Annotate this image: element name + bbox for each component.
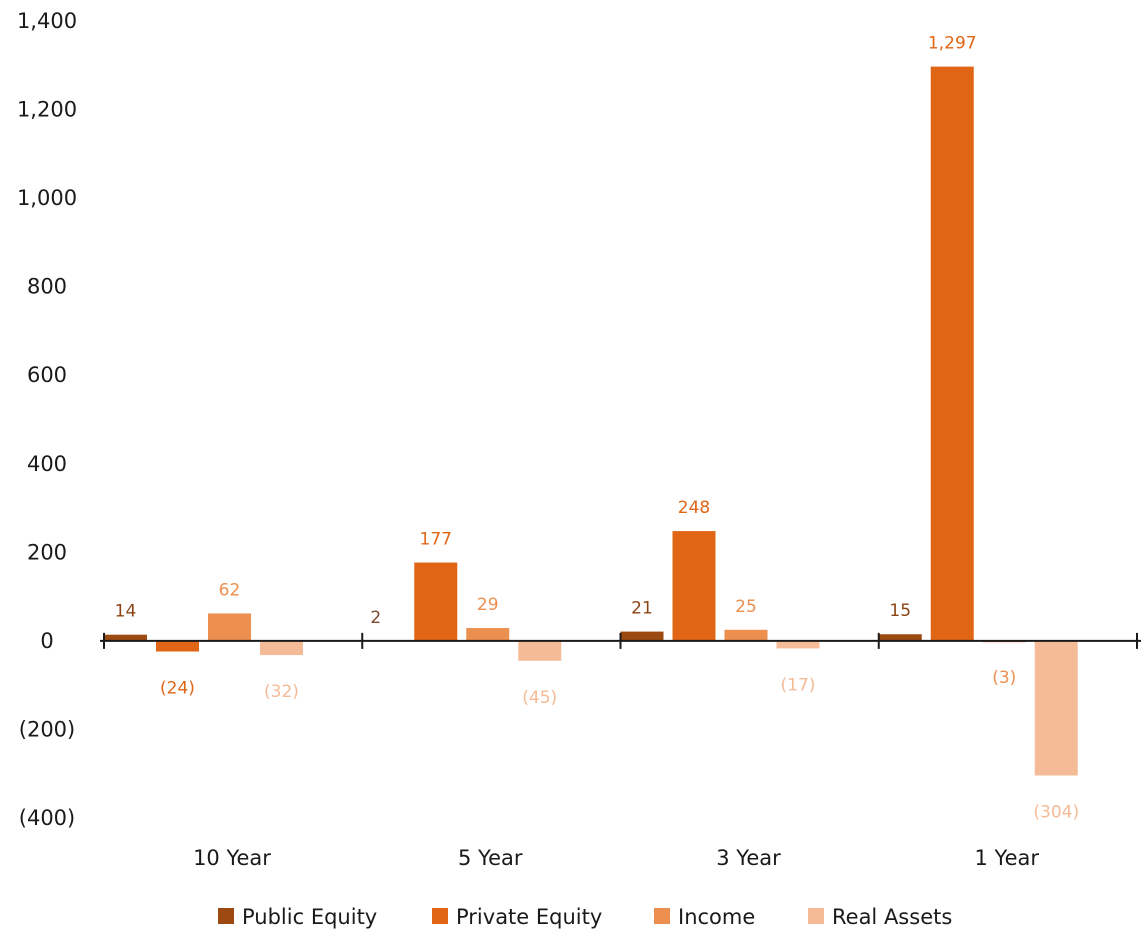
y-tick-label-2: 1,000 xyxy=(17,186,77,210)
y-tick-label-0: 1,400 xyxy=(17,9,77,33)
bar-real-assets-10-year xyxy=(260,640,303,656)
data-label-public-equity-10-year: 14 xyxy=(115,602,137,622)
category-label-5-year: 5 Year xyxy=(458,846,523,870)
data-label-public-equity-1-year: 15 xyxy=(889,601,911,621)
bar-private-equity-5-year xyxy=(414,562,458,641)
bar-private-equity-3-year xyxy=(672,531,716,641)
data-labels: 14 (24) 62 (32) 2 177 29 (45) 21 248 25 (17) 15 1,297… xyxy=(115,34,1079,823)
legend-swatch-real-assets xyxy=(808,908,824,924)
bar-income-5-year xyxy=(466,628,510,641)
data-label-public-equity-5-year: 2 xyxy=(370,608,381,628)
bar-public-equity-1-year xyxy=(878,634,922,641)
bar-private-equity-10-year xyxy=(156,640,199,652)
y-tick-label-8: (200) xyxy=(19,717,75,741)
legend-swatch-public-equity xyxy=(218,908,234,924)
data-label-public-equity-3-year: 21 xyxy=(631,599,653,619)
legend-label-private-equity: Private Equity xyxy=(456,905,602,929)
y-axis-labels: 1,400 1,200 1,000 800 600 400 200 0 (200) (400) xyxy=(17,9,77,830)
legend-item-real-assets: Real Assets xyxy=(808,905,952,929)
category-labels: 10 Year 5 Year 3 Year 1 Year xyxy=(193,846,1039,870)
data-label-income-3-year: 25 xyxy=(735,597,757,617)
x-axis-line xyxy=(100,632,1141,649)
y-tick-label-9: (400) xyxy=(19,806,75,830)
data-label-real-assets-3-year: (17) xyxy=(781,675,816,695)
data-label-income-5-year: 29 xyxy=(477,595,499,615)
data-label-private-equity-3-year: 248 xyxy=(678,498,710,518)
bar-income-10-year xyxy=(208,613,251,641)
bar-public-equity-3-year xyxy=(620,631,664,641)
bar-income-3-year xyxy=(724,629,768,641)
data-label-private-equity-10-year: (24) xyxy=(160,679,195,699)
category-label-3-year: 3 Year xyxy=(716,846,781,870)
legend-item-public-equity: Public Equity xyxy=(218,905,377,929)
bar-real-assets-3-year xyxy=(776,640,820,649)
legend-swatch-private-equity xyxy=(432,908,448,924)
legend-item-private-equity: Private Equity xyxy=(432,905,602,929)
y-tick-label-7: 0 xyxy=(40,629,53,653)
data-label-real-assets-10-year: (32) xyxy=(264,682,299,702)
category-label-10-year: 10 Year xyxy=(193,846,271,870)
legend-label-public-equity: Public Equity xyxy=(242,905,377,929)
legend: Public Equity Private Equity Income Real As… xyxy=(218,905,952,929)
legend-label-income: Income xyxy=(678,905,755,929)
y-tick-label-1: 1,200 xyxy=(17,98,77,122)
y-tick-label-6: 200 xyxy=(27,540,67,564)
data-label-income-1-year: (3) xyxy=(992,668,1016,688)
bar-real-assets-5-year xyxy=(518,640,562,661)
data-label-private-equity-1-year: 1,297 xyxy=(928,34,977,54)
data-label-real-assets-1-year: (304) xyxy=(1033,802,1079,822)
data-label-real-assets-5-year: (45) xyxy=(522,688,557,708)
y-tick-label-4: 600 xyxy=(27,363,67,387)
bar-real-assets-1-year xyxy=(1034,640,1078,776)
data-label-income-10-year: 62 xyxy=(219,580,241,600)
category-label-1-year: 1 Year xyxy=(975,846,1040,870)
legend-label-real-assets: Real Assets xyxy=(832,905,952,929)
bars xyxy=(104,66,1078,776)
data-label-private-equity-5-year: 177 xyxy=(420,530,452,550)
bar-private-equity-1-year xyxy=(930,66,974,641)
legend-swatch-income xyxy=(654,908,670,924)
bar-public-equity-10-year xyxy=(104,634,147,641)
y-tick-label-5: 400 xyxy=(27,452,67,476)
y-tick-label-3: 800 xyxy=(27,275,67,299)
legend-item-income: Income xyxy=(654,905,755,929)
